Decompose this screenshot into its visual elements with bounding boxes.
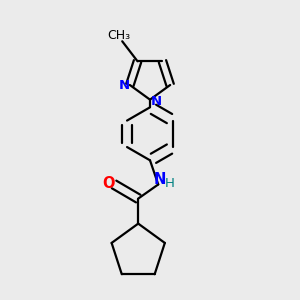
Text: CH₃: CH₃: [108, 29, 131, 43]
Text: N: N: [153, 172, 166, 187]
Text: N: N: [119, 79, 130, 92]
Text: H: H: [164, 177, 174, 190]
Text: O: O: [102, 176, 114, 191]
Text: N: N: [150, 94, 161, 108]
